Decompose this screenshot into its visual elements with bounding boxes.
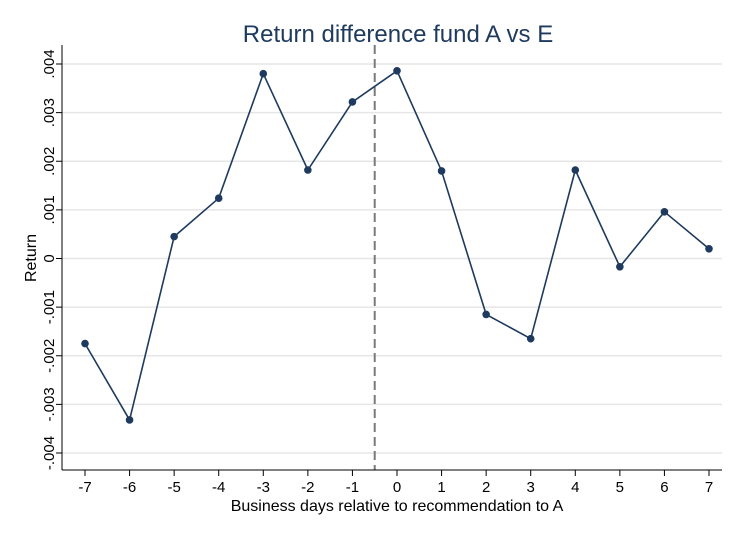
x-tick-label: 1 — [437, 479, 445, 496]
data-point — [304, 166, 312, 174]
data-point — [348, 98, 357, 106]
series-group — [81, 67, 713, 424]
data-point — [660, 208, 669, 216]
data-point — [705, 244, 713, 253]
x-tick-label: -1 — [346, 479, 359, 496]
x-tick-label: -2 — [301, 479, 314, 496]
y-tick-label: .002 — [41, 147, 58, 176]
data-point — [482, 310, 490, 319]
x-tick-label: 2 — [482, 479, 490, 496]
x-tick-label: -5 — [167, 479, 180, 496]
y-tick-label: -.004 — [41, 436, 58, 470]
x-tick-label: 5 — [616, 479, 624, 496]
y-tick-label: .003 — [41, 98, 58, 127]
y-axis-label: Return — [23, 234, 40, 282]
y-tick-label: 0 — [41, 254, 58, 262]
chart-title: Return difference fund A vs E — [243, 21, 553, 48]
x-tick-label: 0 — [393, 479, 401, 496]
y-tick-label: -.002 — [41, 339, 58, 373]
x-tick-label: 3 — [527, 479, 535, 496]
data-point — [571, 166, 580, 174]
tick-labels: -.004 -.003 -.002 -.001 0 .001 .002 .003 .004 -7 -… — [41, 49, 713, 496]
data-point — [259, 69, 268, 78]
x-tick-label: -7 — [78, 479, 91, 496]
x-tick-label: 7 — [705, 479, 713, 496]
x-tick-label: 6 — [660, 479, 668, 496]
y-tick-label: .001 — [41, 195, 58, 224]
y-tick-label: -.003 — [41, 387, 58, 421]
gridlines — [62, 63, 722, 454]
x-tick-label: -4 — [212, 479, 225, 496]
data-point — [616, 262, 624, 271]
x-tick-label: -6 — [123, 479, 136, 496]
x-axis-label: Business days relative to recommendation… — [231, 498, 564, 515]
axes — [56, 45, 722, 476]
data-point — [214, 194, 223, 203]
x-tick-label: -3 — [257, 479, 270, 496]
x-tick-label: 4 — [571, 479, 579, 496]
y-tick-label: -.001 — [41, 290, 58, 324]
data-point — [81, 339, 89, 348]
data-point — [437, 167, 446, 175]
data-point — [125, 416, 134, 424]
data-point — [526, 334, 535, 343]
data-point — [393, 67, 401, 75]
data-point — [170, 232, 178, 241]
y-tick-label: .004 — [41, 49, 58, 78]
